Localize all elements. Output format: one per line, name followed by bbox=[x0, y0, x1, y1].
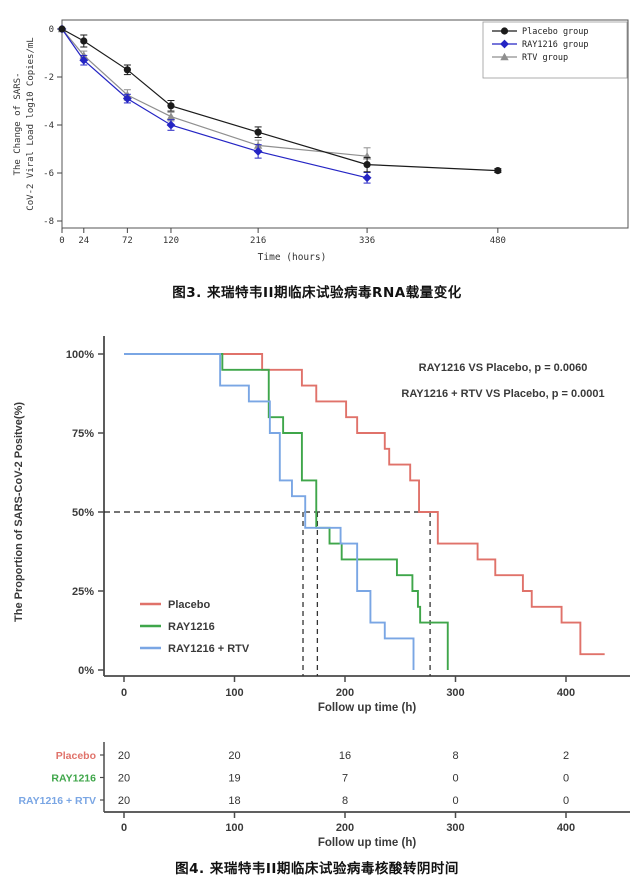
risk-value: 20 bbox=[228, 750, 240, 762]
y-tick-label: -4 bbox=[43, 121, 54, 131]
x-tick-label: 100 bbox=[225, 687, 243, 699]
risk-row-label: RAY1216 + RTV bbox=[18, 795, 96, 807]
figure3-caption: 图3. 来瑞特韦II期临床试验病毒RNA载量变化 bbox=[172, 285, 462, 301]
risk-table: Placebo 20 20 16 8 2 RAY1216 20 19 7 0 0 RAY1216 + R… bbox=[18, 742, 630, 849]
risk-axis-tick-label: 300 bbox=[446, 822, 464, 834]
x-tick-label: 0 bbox=[121, 687, 127, 699]
risk-axis-label: Follow up time (h) bbox=[318, 837, 417, 849]
risk-axis-tick-label: 100 bbox=[225, 822, 243, 834]
circle-marker bbox=[123, 66, 131, 74]
risk-value: 8 bbox=[342, 795, 348, 807]
triangle-marker bbox=[500, 52, 509, 61]
p-value-annotation: RAY1216 + RTV VS Placebo, p = 0.0001 bbox=[401, 388, 604, 400]
figure4-caption: 图4. 来瑞特韦II期临床试验病毒核酸转阴时间 bbox=[175, 861, 459, 877]
y-axis-label: The Proportion of SARS-CoV-2 Positve(%) bbox=[13, 402, 25, 622]
x-tick-label: 400 bbox=[557, 687, 575, 699]
risk-value: 0 bbox=[563, 773, 569, 785]
y-tick-label: 0% bbox=[78, 665, 94, 677]
x-tick-label: 216 bbox=[250, 236, 266, 246]
risk-value: 0 bbox=[452, 795, 458, 807]
x-tick-label: 120 bbox=[163, 236, 179, 246]
y-tick-label: -6 bbox=[43, 169, 54, 179]
x-tick-label: 200 bbox=[336, 687, 354, 699]
diamond-marker bbox=[79, 55, 89, 65]
risk-row-label: Placebo bbox=[56, 750, 96, 762]
x-tick-label: 336 bbox=[359, 236, 375, 246]
risk-value: 20 bbox=[118, 750, 130, 762]
y-tick-label: -2 bbox=[43, 73, 54, 83]
x-tick-label: 0 bbox=[59, 236, 64, 246]
x-axis-label: Time (hours) bbox=[258, 252, 327, 263]
circle-marker bbox=[500, 27, 509, 35]
km-curve-ray1216 bbox=[124, 353, 449, 670]
risk-value: 20 bbox=[118, 795, 130, 807]
series-line bbox=[61, 28, 368, 157]
diamond-marker bbox=[122, 94, 132, 103]
legend: Placebo group RAY1216 group RTV group bbox=[482, 21, 628, 79]
viral-load-chart: 0 -2 -4 -6 -8 0 24 72 120 216 336 480 Time (hours) Th… bbox=[13, 19, 629, 263]
x-tick-label: 24 bbox=[78, 236, 89, 246]
legend: Placebo RAY1216 RAY1216 + RTV bbox=[140, 599, 250, 655]
y-axis-label-line2: CoV-2 Viral Load log10 Copies/mL bbox=[26, 37, 36, 210]
x-tick-label: 300 bbox=[446, 687, 464, 699]
risk-row-label: RAY1216 bbox=[51, 773, 96, 785]
circle-marker bbox=[58, 25, 66, 33]
legend-label: RAY1216 group bbox=[522, 40, 589, 50]
risk-value: 16 bbox=[339, 750, 351, 762]
risk-axis-tick-label: 400 bbox=[557, 822, 575, 834]
km-curve-ray1216-+-rtv bbox=[124, 353, 415, 670]
risk-value: 8 bbox=[452, 750, 458, 762]
x-tick-label: 480 bbox=[490, 236, 506, 246]
km-curve-placebo bbox=[124, 353, 605, 656]
legend-label: Placebo bbox=[168, 599, 210, 611]
diamond-marker bbox=[362, 173, 372, 183]
y-tick-label: 75% bbox=[72, 428, 94, 440]
legend-label: RAY1216 + RTV bbox=[168, 643, 250, 655]
circle-marker bbox=[494, 167, 502, 175]
y-tick-label: 0 bbox=[49, 25, 54, 35]
series-rtv-group bbox=[57, 24, 372, 166]
diamond-marker bbox=[166, 120, 176, 130]
p-value-annotation: RAY1216 VS Placebo, p = 0.0060 bbox=[419, 362, 588, 374]
risk-axis-tick-label: 200 bbox=[336, 822, 354, 834]
legend-label: Placebo group bbox=[522, 27, 589, 37]
y-tick-label: 100% bbox=[66, 349, 94, 361]
risk-value: 18 bbox=[228, 795, 240, 807]
figure3-viral-load: 0 -2 -4 -6 -8 0 24 72 120 216 336 480 Time (hours) Th… bbox=[0, 0, 634, 310]
legend-label: RAY1216 bbox=[168, 621, 215, 633]
triangle-marker bbox=[166, 112, 176, 120]
y-axis-label-line1: The Change of SARS- bbox=[13, 73, 23, 176]
circle-marker bbox=[254, 128, 262, 136]
risk-value: 19 bbox=[228, 773, 240, 785]
risk-value: 20 bbox=[118, 773, 130, 785]
circle-marker bbox=[80, 37, 88, 45]
y-tick-label: -8 bbox=[43, 217, 54, 227]
diamond-marker bbox=[500, 39, 509, 49]
risk-value: 0 bbox=[452, 773, 458, 785]
x-tick-label: 72 bbox=[122, 236, 133, 246]
circle-marker bbox=[363, 161, 371, 169]
risk-value: 2 bbox=[563, 750, 569, 762]
risk-axis-tick-label: 0 bbox=[121, 822, 127, 834]
y-tick-label: 25% bbox=[72, 586, 94, 598]
series-line bbox=[61, 28, 368, 179]
figure4-km-plot: 100% 75% 50% 25% 0% 0 100 200 300 400 Follow up ti… bbox=[0, 330, 634, 884]
y-tick-label: 50% bbox=[72, 507, 94, 519]
series-placebo-group bbox=[58, 25, 502, 175]
legend-box bbox=[482, 21, 628, 79]
circle-marker bbox=[167, 102, 175, 110]
x-axis-label: Follow up time (h) bbox=[318, 702, 417, 714]
diamond-marker bbox=[253, 147, 263, 156]
risk-value: 7 bbox=[342, 773, 348, 785]
series-ray1216-group bbox=[57, 24, 372, 184]
legend-label: RTV group bbox=[522, 53, 568, 63]
risk-value: 0 bbox=[563, 795, 569, 807]
plot-border bbox=[61, 19, 629, 229]
